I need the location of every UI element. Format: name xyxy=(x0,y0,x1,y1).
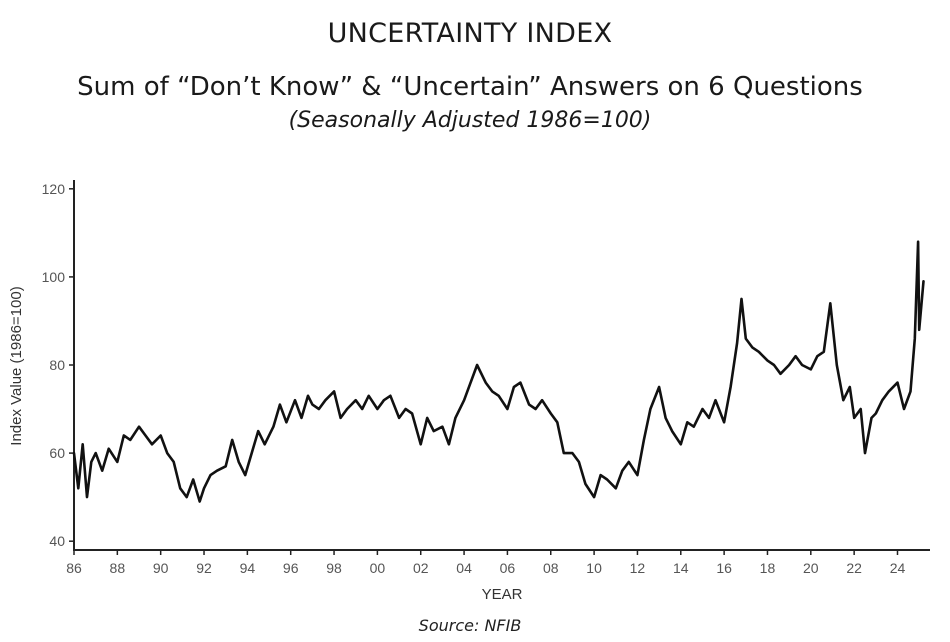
y-ticks: 40 60 80 100 120 xyxy=(42,181,74,549)
series-line xyxy=(72,240,925,503)
x-tick-label: 14 xyxy=(673,560,689,576)
y-tick-label: 100 xyxy=(42,269,66,285)
x-tick-label: 88 xyxy=(110,560,126,576)
chart-title: UNCERTAINTY INDEX xyxy=(327,18,613,49)
y-tick-label: 120 xyxy=(42,181,66,197)
x-tick-label: 98 xyxy=(326,560,342,576)
x-tick-label: 10 xyxy=(586,560,602,576)
x-tick-label: 12 xyxy=(630,560,646,576)
x-tick-label: 06 xyxy=(500,560,516,576)
x-tick-label: 00 xyxy=(370,560,386,576)
x-ticks: 86 88 90 92 94 96 98 00 02 04 06 08 10 12 14 16 18 20 22 24 xyxy=(66,550,905,576)
x-tick-label: 94 xyxy=(240,560,256,576)
x-tick-label: 16 xyxy=(716,560,732,576)
x-tick-label: 92 xyxy=(196,560,212,576)
x-tick-label: 08 xyxy=(543,560,559,576)
x-axis-title: YEAR xyxy=(482,586,523,603)
x-tick-label: 04 xyxy=(456,560,472,576)
x-tick-label: 24 xyxy=(890,560,906,576)
y-tick-label: 40 xyxy=(49,533,65,549)
x-tick-label: 86 xyxy=(66,560,82,576)
x-tick-label: 02 xyxy=(413,560,429,576)
x-tick-label: 18 xyxy=(760,560,776,576)
y-tick-label: 80 xyxy=(49,357,65,373)
x-tick-label: 90 xyxy=(153,560,169,576)
y-axis-title: Index Value (1986=100) xyxy=(8,286,25,445)
chart-note: (Seasonally Adjusted 1986=100) xyxy=(288,108,652,133)
chart-subtitle: Sum of “Don’t Know” & “Uncertain” Answer… xyxy=(77,72,863,102)
x-tick-label: 96 xyxy=(283,560,299,576)
source-note: Source: NFIB xyxy=(418,616,522,635)
x-tick-label: 22 xyxy=(846,560,862,576)
x-tick-label: 20 xyxy=(803,560,819,576)
y-tick-label: 60 xyxy=(49,445,65,461)
